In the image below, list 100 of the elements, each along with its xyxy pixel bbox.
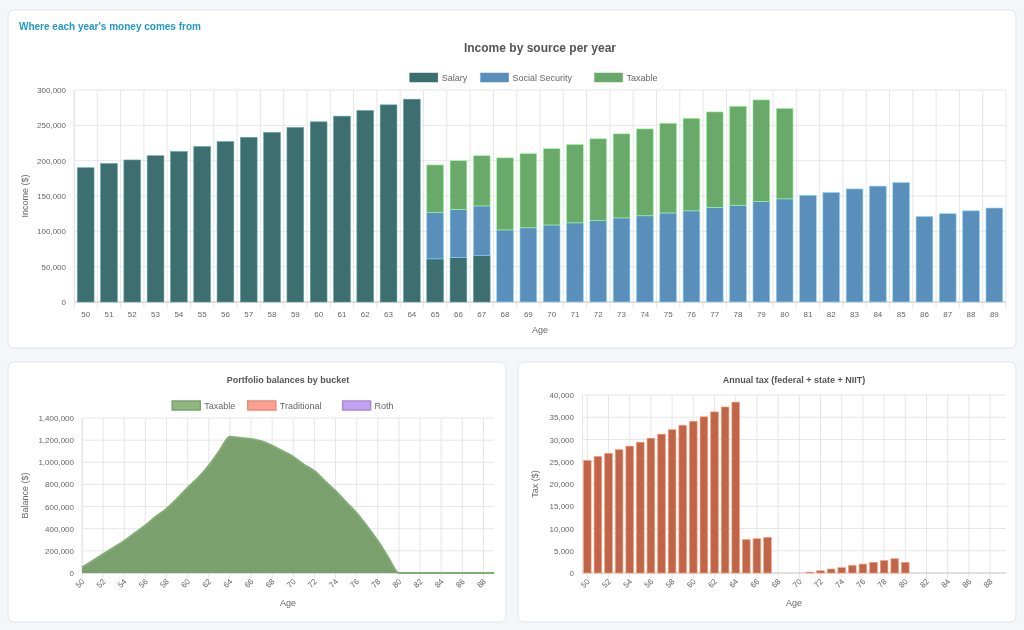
x-tick-label: 69 [523, 310, 534, 319]
x-tick-label: 50 [579, 576, 593, 590]
bar [449, 209, 468, 258]
y-tick-label: 200,000 [37, 156, 67, 166]
text: Where each year's money comes from [19, 21, 202, 32]
legend-label: Roth [374, 401, 394, 411]
bar [240, 137, 258, 303]
x-tick-label: 75 [663, 310, 674, 319]
y-tick-label: 10,000 [549, 524, 575, 534]
bar [729, 105, 747, 206]
x-tick-label: 67 [477, 310, 487, 319]
bar [659, 122, 677, 214]
y-tick-label: 100,000 [37, 227, 67, 237]
y-axis-title: Balance ($) [20, 472, 30, 519]
bar [193, 146, 211, 303]
y-tick-label: 0 [69, 569, 75, 579]
bar [657, 433, 666, 574]
x-tick-label: 58 [158, 576, 172, 590]
y-axis-title: Income ($) [20, 174, 30, 218]
x-tick-label: 84 [939, 576, 953, 590]
legend-label: Taxable [204, 401, 236, 411]
x-tick-label: 56 [137, 576, 151, 590]
bar [706, 207, 724, 303]
x-tick-label: 72 [812, 576, 826, 590]
bar [496, 157, 514, 231]
x-tick-label: 50 [73, 576, 87, 590]
x-tick-label: 68 [263, 576, 277, 590]
bar [710, 411, 719, 574]
y-tick-label: 25,000 [549, 457, 575, 467]
x-tick-label: 80 [780, 310, 790, 319]
x-tick-label: 53 [151, 310, 161, 319]
bar [682, 210, 701, 303]
x-tick-label: 76 [687, 310, 697, 319]
x-tick-label: 88 [981, 576, 995, 590]
x-tick-label: 54 [174, 310, 184, 319]
x-tick-label: 71 [570, 310, 580, 319]
x-tick-label: 65 [430, 310, 441, 319]
x-tick-label: 58 [267, 310, 278, 319]
x-tick-label: 52 [94, 576, 108, 590]
x-tick-label: 64 [221, 576, 235, 590]
chart-title: Income by source per year [463, 41, 617, 55]
y-tick-label: 1,400,000 [38, 414, 75, 424]
x-tick-label: 55 [197, 310, 208, 319]
y-tick-label: 50,000 [41, 262, 67, 272]
legend-label: Salary [441, 73, 468, 83]
x-tick-label: 51 [104, 310, 114, 319]
bar [216, 141, 235, 303]
x-tick-label: 60 [179, 576, 193, 590]
bar [682, 117, 701, 212]
bar [333, 115, 351, 303]
bar [962, 210, 980, 303]
x-tick-label: 70 [547, 310, 557, 319]
x-tick-label: 82 [918, 576, 932, 590]
x-tick-label: 78 [875, 576, 889, 590]
bar [752, 99, 771, 202]
bar [869, 562, 878, 574]
x-tick-label: 72 [306, 576, 320, 590]
y-tick-label: 20,000 [549, 480, 575, 490]
bar [170, 151, 188, 303]
legend-label: Taxable [626, 73, 658, 83]
bar [775, 108, 794, 200]
y-tick-label: 250,000 [37, 121, 67, 131]
x-tick-label: 50 [81, 310, 91, 319]
x-tick-label: 82 [411, 576, 425, 590]
bar [822, 192, 840, 303]
bar [403, 98, 421, 303]
x-tick-label: 62 [200, 576, 214, 590]
bar [449, 160, 468, 210]
bar [939, 213, 957, 303]
y-tick-label: 300,000 [37, 86, 67, 96]
y-tick-label: 400,000 [45, 524, 75, 534]
y-tick-label: 0 [61, 298, 67, 308]
x-tick-label: 83 [850, 310, 860, 319]
bar [636, 128, 654, 217]
bar [636, 215, 654, 303]
x-tick-label: 76 [348, 576, 362, 590]
y-tick-label: 30,000 [549, 435, 575, 445]
x-tick-label: 86 [454, 576, 468, 590]
y-tick-label: 600,000 [45, 502, 75, 512]
x-tick-label: 70 [285, 576, 299, 590]
x-tick-label: 56 [221, 310, 231, 319]
bar [869, 185, 887, 303]
x-tick-label: 62 [706, 576, 720, 590]
x-tick-label: 57 [244, 310, 254, 319]
y-tick-label: 0 [569, 569, 575, 579]
y-tick-label: 150,000 [37, 192, 67, 202]
x-tick-label: 66 [454, 310, 464, 319]
bar [816, 570, 825, 574]
bar [985, 207, 1004, 303]
bar [426, 211, 444, 260]
y-axis-title: Tax ($) [530, 470, 540, 498]
bar [729, 204, 747, 303]
bar [309, 121, 328, 303]
y-tick-label: 15,000 [549, 502, 575, 512]
x-tick-label: 64 [727, 576, 741, 590]
bar [496, 229, 514, 303]
x-tick-label: 78 [733, 310, 744, 319]
bar [426, 164, 444, 213]
bar [379, 104, 398, 303]
x-tick-label: 81 [803, 310, 813, 319]
